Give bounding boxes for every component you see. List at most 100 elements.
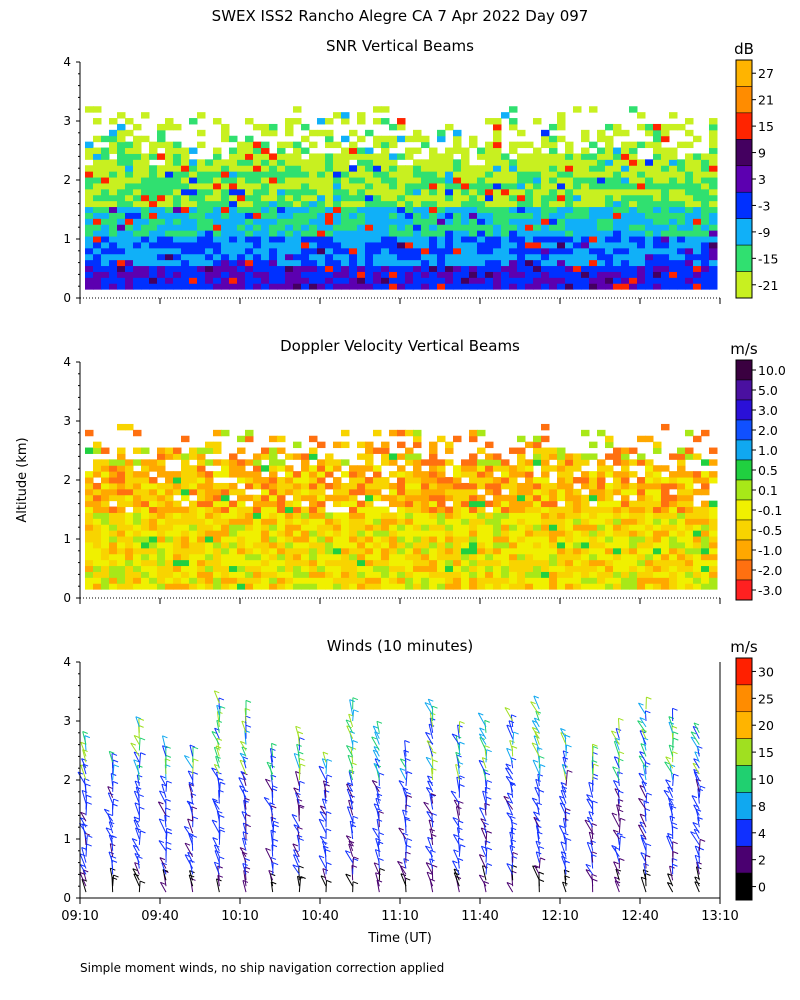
snr-cell bbox=[325, 129, 334, 137]
velocity-cell bbox=[149, 547, 158, 555]
snr-cell bbox=[661, 283, 670, 290]
snr-cell bbox=[653, 159, 662, 166]
snr-cell bbox=[101, 253, 110, 261]
velocity-cell bbox=[445, 524, 454, 531]
wind-barb-flag bbox=[212, 798, 218, 802]
velocity-cell bbox=[669, 500, 678, 508]
snr-cell bbox=[173, 212, 182, 219]
velocity-cell bbox=[301, 524, 310, 531]
velocity-cell bbox=[85, 447, 94, 454]
velocity-cell bbox=[373, 541, 382, 549]
velocity-cell bbox=[525, 530, 534, 537]
snr-cell bbox=[301, 218, 310, 225]
wind-barb bbox=[565, 744, 568, 757]
snr-cell bbox=[325, 141, 334, 149]
wind-barb bbox=[161, 862, 167, 875]
snr-cell bbox=[517, 165, 526, 172]
velocity-cell bbox=[389, 577, 398, 584]
velocity-cell bbox=[269, 524, 278, 531]
wind-barb-flag bbox=[137, 774, 143, 778]
snr-cell bbox=[381, 141, 390, 149]
snr-cell bbox=[165, 123, 174, 131]
snr-cell bbox=[517, 247, 526, 255]
snr-cell bbox=[261, 277, 270, 284]
snr-cell bbox=[549, 247, 558, 255]
wind-barb-flag bbox=[211, 731, 218, 734]
velocity-cell bbox=[629, 482, 638, 490]
velocity-cell bbox=[669, 583, 678, 590]
snr-cell bbox=[469, 236, 478, 243]
snr-cell bbox=[93, 165, 102, 172]
snr-cell bbox=[589, 259, 598, 267]
velocity-cell bbox=[93, 465, 102, 472]
snr-cell bbox=[93, 182, 102, 190]
velocity-cell bbox=[181, 524, 190, 531]
velocity-cell bbox=[301, 553, 310, 561]
snr-cell bbox=[613, 212, 622, 219]
snr-cell bbox=[421, 188, 430, 196]
snr-cell bbox=[341, 277, 350, 284]
velocity-cell bbox=[373, 465, 382, 472]
snr-cell bbox=[133, 147, 142, 154]
snr-cell bbox=[197, 171, 206, 178]
snr-cell bbox=[277, 259, 286, 267]
velocity-cell bbox=[557, 536, 566, 543]
wind-barb bbox=[132, 845, 140, 857]
snr-cell bbox=[197, 230, 206, 237]
wind-barb bbox=[138, 830, 141, 845]
snr-cell bbox=[229, 218, 238, 225]
velocity-cell bbox=[421, 571, 430, 578]
wind-barb-flag bbox=[166, 827, 172, 831]
snr-cell bbox=[333, 236, 342, 243]
velocity-cell bbox=[477, 447, 486, 454]
velocity-cell bbox=[533, 459, 542, 466]
velocity-cell bbox=[677, 559, 686, 567]
snr-cell bbox=[165, 259, 174, 267]
snr-cell bbox=[501, 112, 510, 119]
snr-cell bbox=[261, 188, 270, 196]
velocity-cell bbox=[461, 512, 470, 519]
snr-cell bbox=[645, 200, 654, 208]
velocity-cell bbox=[573, 524, 582, 531]
velocity-cell bbox=[245, 524, 254, 531]
velocity-cell bbox=[453, 524, 462, 531]
velocity-cell bbox=[109, 571, 118, 578]
snr-cell bbox=[517, 200, 526, 208]
snr-cell bbox=[101, 147, 110, 154]
snr-cell bbox=[389, 194, 398, 202]
velocity-cell bbox=[205, 447, 214, 454]
velocity-cell bbox=[453, 488, 462, 496]
snr-cell bbox=[93, 236, 102, 243]
velocity-cell bbox=[309, 583, 318, 590]
velocity-cell bbox=[181, 553, 190, 561]
snr-cell bbox=[485, 224, 494, 231]
velocity-cell bbox=[701, 565, 710, 572]
snr-cell bbox=[325, 271, 334, 278]
velocity-cell bbox=[181, 536, 190, 543]
snr-cell bbox=[293, 165, 302, 172]
snr-cell bbox=[621, 194, 630, 202]
velocity-cell bbox=[93, 530, 102, 537]
snr-cell bbox=[237, 200, 246, 208]
snr-cell bbox=[253, 147, 262, 154]
snr-cell bbox=[309, 224, 318, 231]
snr-cell bbox=[493, 253, 502, 261]
velocity-cell bbox=[525, 547, 534, 555]
velocity-cell bbox=[237, 465, 246, 472]
velocity-cell bbox=[117, 547, 126, 555]
snr-cell bbox=[693, 194, 702, 202]
velocity-cell bbox=[237, 559, 246, 567]
snr-cell bbox=[397, 200, 406, 208]
wind-barb bbox=[133, 816, 140, 828]
velocity-cell bbox=[701, 553, 710, 561]
velocity-cell bbox=[85, 583, 94, 590]
velocity-cell bbox=[181, 506, 190, 513]
snr-cell bbox=[285, 271, 294, 278]
snr-cell bbox=[405, 200, 414, 208]
velocity-cell bbox=[613, 447, 622, 454]
snr-cell bbox=[669, 188, 678, 196]
velocity-cell bbox=[549, 541, 558, 549]
snr-cell bbox=[285, 224, 294, 231]
velocity-cell bbox=[269, 459, 278, 466]
wind-barb bbox=[347, 782, 354, 793]
